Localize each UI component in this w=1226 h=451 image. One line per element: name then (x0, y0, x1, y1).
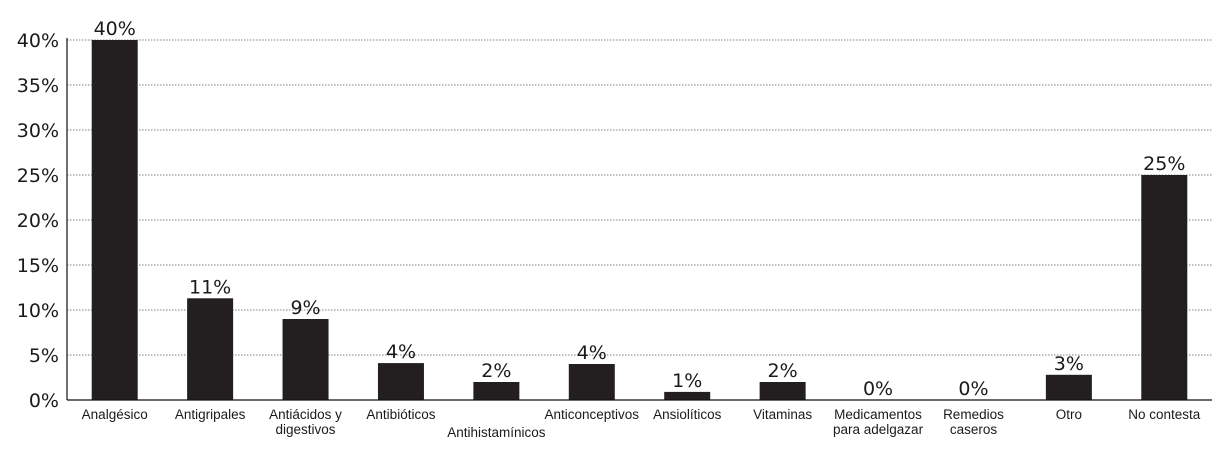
x-category-label: Otro (1056, 407, 1082, 422)
bar (282, 319, 329, 400)
bar (377, 363, 424, 400)
y-tick-label: 25% (17, 165, 59, 187)
data-label: 4% (577, 342, 607, 364)
x-category-label: Antigripales (175, 407, 246, 422)
bar (1141, 175, 1188, 400)
bar (759, 382, 806, 400)
y-tick-label: 30% (17, 120, 59, 142)
data-label: 4% (386, 341, 416, 363)
data-label: 3% (1054, 353, 1084, 375)
bar (473, 382, 520, 400)
gridlines (67, 39, 1212, 356)
data-label: 2% (768, 360, 798, 382)
y-tick-label: 0% (29, 390, 59, 412)
y-tick-label: 10% (17, 300, 59, 322)
x-category-label: Antihistamínicos (447, 425, 546, 440)
y-tick-label: 15% (17, 255, 59, 277)
x-category-label: Anticonceptivos (545, 407, 640, 422)
y-tick-label: 20% (17, 210, 59, 232)
data-label: 1% (672, 370, 702, 392)
data-label: 0% (863, 378, 893, 400)
bar (1045, 374, 1092, 400)
bar (568, 364, 615, 400)
bar (664, 391, 711, 400)
data-label: 25% (1143, 153, 1185, 175)
data-label: 11% (189, 276, 231, 298)
x-category-label: Analgésico (82, 407, 148, 422)
axes (66, 38, 1212, 401)
x-category-label: Remedios caseros (943, 407, 1004, 437)
bars (91, 40, 1188, 400)
x-category-label: Vitaminas (753, 407, 812, 422)
y-tick-label: 35% (17, 75, 59, 97)
x-category-label: No contesta (1128, 407, 1201, 422)
bar (187, 298, 234, 400)
x-category-label: Medicamentos para adelgazar (833, 407, 924, 437)
data-label: 40% (94, 18, 136, 40)
x-category-label: Antibióticos (366, 407, 435, 422)
data-label: 9% (290, 297, 320, 319)
y-tick-label: 40% (17, 30, 59, 52)
y-tick-label: 5% (29, 345, 59, 367)
x-category-label: Ansiolíticos (653, 407, 722, 422)
data-label: 0% (958, 378, 988, 400)
bar (91, 40, 138, 400)
x-category-label: Antiácidos y digestivos (269, 407, 342, 437)
data-label: 2% (481, 360, 511, 382)
labels: 0% 5% 10% 15% 20% 25% 30% 35% 40% 40% Analgésico 11… (17, 18, 1201, 440)
